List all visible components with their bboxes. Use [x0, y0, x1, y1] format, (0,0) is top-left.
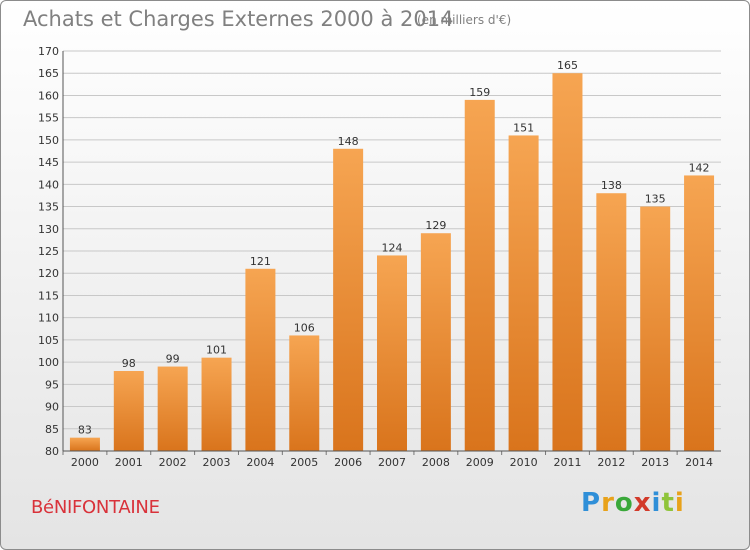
y-tick-label: 110 — [38, 312, 59, 325]
bar-2006 — [333, 148, 364, 451]
data-label-2009: 159 — [469, 86, 490, 99]
bar-2010 — [508, 135, 539, 451]
data-label-2004: 121 — [250, 255, 271, 268]
x-tick-label-2010: 2010 — [510, 456, 538, 469]
y-tick-label: 80 — [45, 445, 59, 458]
x-tick-label-2005: 2005 — [290, 456, 318, 469]
bar-2003 — [201, 357, 232, 451]
y-tick-label: 160 — [38, 89, 59, 102]
bar-2000 — [69, 437, 100, 451]
bar-2012 — [596, 193, 627, 451]
y-axis-ticks: 80 85 90 95 100 105 110 115 120 125 130 135 140 145 15… — [38, 45, 59, 458]
chart-title: Achats et Charges Externes 2000 à 2014 — [23, 7, 454, 31]
bar-2005 — [289, 335, 320, 451]
x-tick-label-2009: 2009 — [466, 456, 494, 469]
bar-2004 — [245, 268, 276, 451]
data-label-2000: 83 — [78, 424, 92, 437]
x-tick-label-2011: 2011 — [553, 456, 581, 469]
logo-letter: P — [581, 488, 602, 518]
bar-2011 — [552, 73, 583, 451]
x-tick-label-2003: 2003 — [203, 456, 231, 469]
x-tick-label-2002: 2002 — [159, 456, 187, 469]
data-label-2002: 99 — [166, 353, 180, 366]
chart-subtitle: (en milliers d'€) — [417, 13, 512, 27]
logo-letter: i — [651, 488, 662, 518]
x-tick-label-2001: 2001 — [115, 456, 143, 469]
commune-name: BéNIFONTAINE — [31, 497, 160, 518]
x-tick-label-2013: 2013 — [641, 456, 669, 469]
y-tick-label: 95 — [45, 378, 59, 391]
data-label-2011: 165 — [557, 59, 578, 72]
data-label-2006: 148 — [338, 135, 359, 148]
logo-letter: x — [633, 488, 652, 518]
x-tick-label-2007: 2007 — [378, 456, 406, 469]
y-tick-label: 90 — [45, 401, 59, 414]
data-label-2013: 135 — [645, 193, 666, 206]
x-axis-ticks: 2000 2001 2002 2003 2004 2005 2006 2007 2008 2009… — [62, 451, 713, 469]
data-label-2012: 138 — [601, 179, 622, 192]
y-tick-label: 150 — [38, 134, 59, 147]
data-label-2005: 106 — [294, 321, 315, 334]
x-tick-label-2008: 2008 — [422, 456, 450, 469]
y-tick-label: 125 — [38, 245, 59, 258]
x-tick-label-2012: 2012 — [597, 456, 625, 469]
y-tick-label: 140 — [38, 178, 59, 191]
y-tick-label: 85 — [45, 423, 59, 436]
x-tick-label-2006: 2006 — [334, 456, 362, 469]
bar-2008 — [420, 233, 451, 451]
y-tick-label: 155 — [38, 112, 59, 125]
proxiti-logo: Proxiti — [581, 488, 685, 518]
bar-2014 — [684, 175, 715, 451]
data-label-2001: 98 — [122, 357, 136, 370]
bar-2009 — [464, 99, 495, 451]
data-label-2008: 129 — [425, 219, 446, 232]
x-tick-label-2000: 2000 — [71, 456, 99, 469]
data-label-2007: 124 — [382, 241, 403, 254]
y-tick-label: 165 — [38, 67, 59, 80]
y-tick-label: 130 — [38, 223, 59, 236]
logo-letter: t — [661, 488, 675, 518]
bar-2013 — [640, 206, 671, 451]
y-tick-label: 120 — [38, 267, 59, 280]
logo-letter: i — [674, 488, 685, 518]
data-label-2010: 151 — [513, 121, 534, 134]
y-tick-label: 145 — [38, 156, 59, 169]
logo-letter: r — [601, 488, 615, 518]
bar-2007 — [377, 255, 407, 451]
y-tick-label: 100 — [38, 356, 59, 369]
y-tick-label: 105 — [38, 334, 59, 347]
bar-2001 — [113, 371, 144, 451]
x-tick-label-2014: 2014 — [685, 456, 713, 469]
y-tick-label: 135 — [38, 201, 59, 214]
y-tick-label: 170 — [38, 45, 59, 58]
data-label-2003: 101 — [206, 344, 227, 357]
bars — [69, 73, 715, 451]
y-tick-label: 115 — [38, 289, 59, 302]
x-tick-label-2004: 2004 — [246, 456, 274, 469]
axes — [62, 51, 721, 452]
bar-2002 — [157, 366, 188, 451]
data-label-2014: 142 — [689, 161, 710, 174]
logo-letter: o — [614, 488, 634, 518]
data-labels: 83 98 99 101 121 106 148 124 129 159 151 165 138 135 1… — [78, 59, 710, 436]
